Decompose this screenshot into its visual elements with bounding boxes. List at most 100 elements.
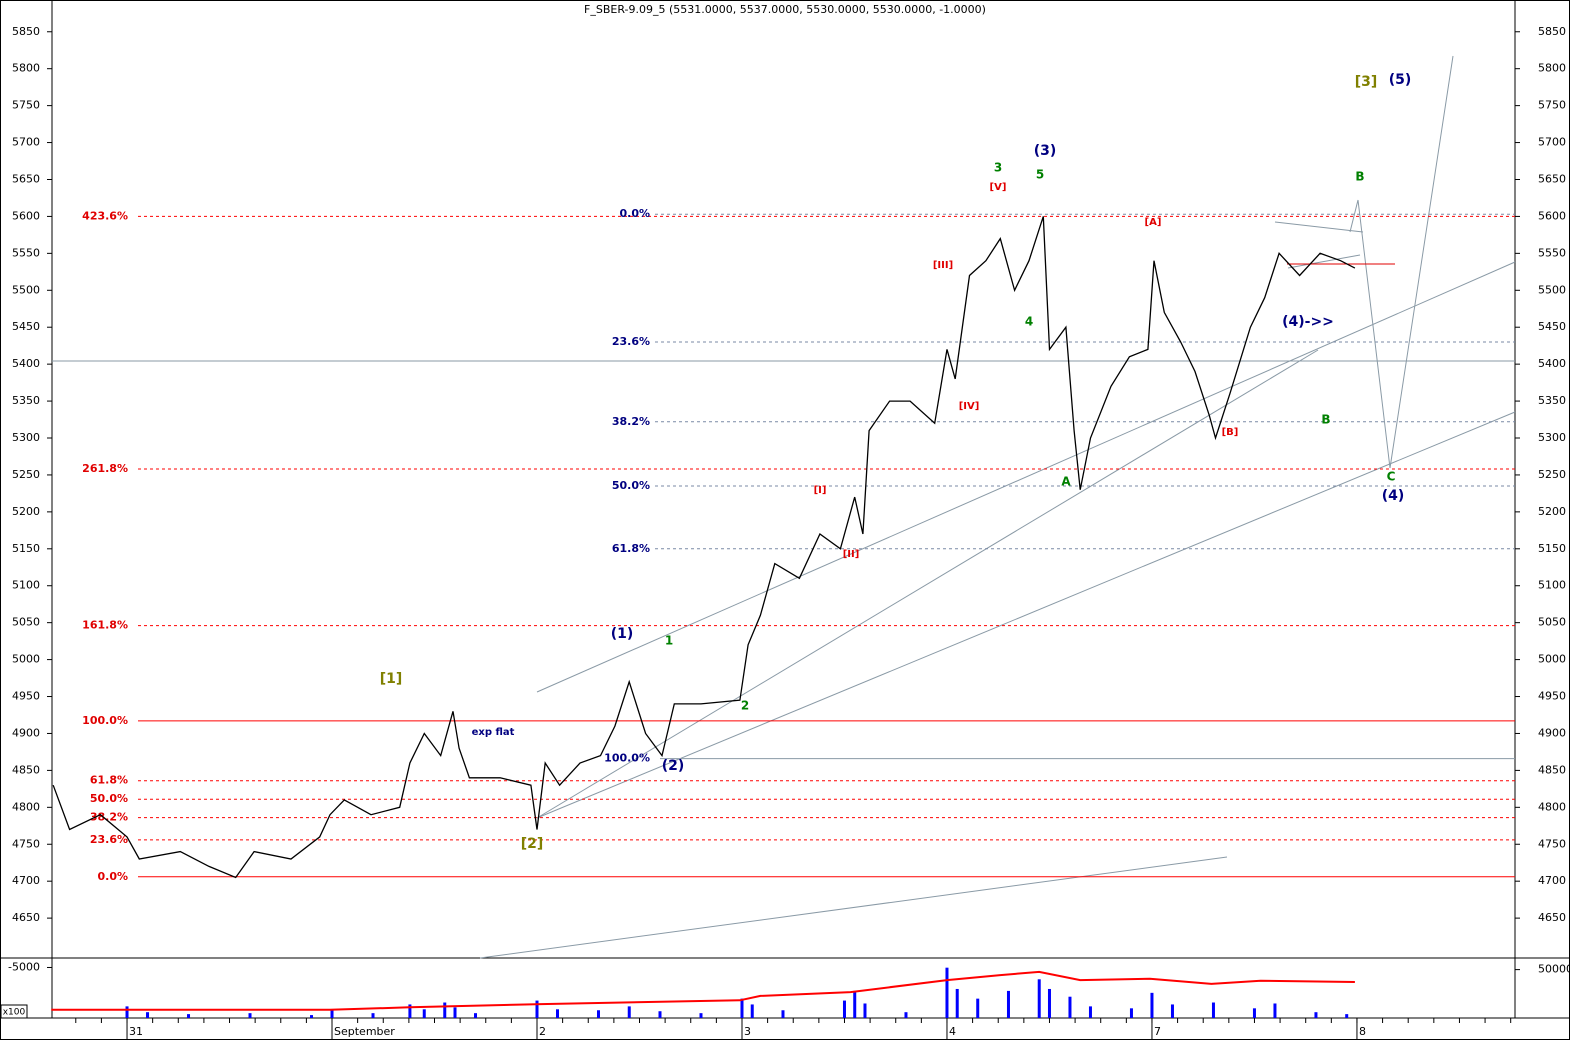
- volume-bar: [740, 998, 744, 1018]
- wave-label: 4: [1025, 315, 1033, 329]
- y-tick-label: 4900: [12, 726, 40, 739]
- y-tick-label: 5350: [1538, 394, 1566, 407]
- y-tick-label: 4850: [1538, 763, 1566, 776]
- y-tick-label: 5500: [1538, 283, 1566, 296]
- wave-label: 2: [741, 699, 749, 713]
- wave-label: [V]: [990, 182, 1007, 193]
- fib-label: 100.0%: [604, 752, 650, 765]
- y-tick-label: 5600: [12, 209, 40, 222]
- y-tick-label: 5000: [12, 653, 40, 666]
- trend-line: [1287, 254, 1361, 269]
- wave-label: C: [1387, 470, 1396, 484]
- y-tick-label: 5300: [12, 431, 40, 444]
- y-tick-label: 5700: [1538, 136, 1566, 149]
- y-tick-label: 4850: [12, 763, 40, 776]
- y-tick-label: 5200: [1538, 505, 1566, 518]
- price-line: [52, 216, 1356, 879]
- price-line: [51, 970, 1355, 1011]
- wave-label: [2]: [521, 836, 544, 852]
- volume-bar: [371, 1013, 375, 1018]
- fib-label: 61.8%: [90, 774, 128, 787]
- y-tick-label: 5400: [12, 357, 40, 370]
- volume-bar: [976, 998, 980, 1018]
- volume-bar: [1150, 992, 1154, 1018]
- wave-label: (1): [611, 626, 634, 642]
- volume-bar: [699, 1013, 703, 1018]
- projection-path: [1349, 55, 1454, 469]
- fib-label: 100.0%: [82, 714, 128, 727]
- y-tick-label: 5600: [1538, 209, 1566, 222]
- fib-label: 38.2%: [90, 811, 128, 824]
- wave-label: [III]: [933, 260, 953, 271]
- wave-label: 1: [665, 634, 673, 648]
- y-tick-label: 5750: [1538, 99, 1566, 112]
- trend-line: [536, 349, 1319, 819]
- volume-bar: [248, 1013, 252, 1018]
- fib-label: 50.0%: [90, 792, 128, 805]
- y-tick-label: 5100: [1538, 579, 1566, 592]
- volume-bar: [310, 1015, 314, 1018]
- wave-label: [II]: [843, 549, 860, 560]
- volume-bar: [556, 1009, 560, 1018]
- x-tick-label: September: [334, 1025, 395, 1038]
- y-tick-label: 4900: [1538, 726, 1566, 739]
- fib-label: 23.6%: [612, 335, 650, 348]
- volume-bar: [408, 1004, 412, 1018]
- y-tick-label: 4800: [1538, 800, 1566, 813]
- wave-label: (4)->>: [1282, 314, 1334, 330]
- fib-label: 38.2%: [612, 415, 650, 428]
- wave-label: A: [1061, 475, 1071, 489]
- volume-bar: [187, 1014, 191, 1018]
- x-tick-label: 2: [539, 1025, 546, 1038]
- trend-line: [536, 411, 1516, 819]
- volume-bar: [750, 1004, 754, 1018]
- x-tick-label: 3: [744, 1025, 751, 1038]
- volume-bar: [904, 1012, 908, 1018]
- wave-label: (4): [1382, 488, 1405, 504]
- trend-line: [536, 261, 1516, 693]
- volume-bar: [1345, 1014, 1349, 1018]
- volume-bar: [658, 1011, 662, 1018]
- volume-bar: [146, 1012, 150, 1018]
- volume-bar: [1006, 990, 1010, 1018]
- wave-label: (3): [1034, 143, 1057, 159]
- volume-unit: x100: [3, 1008, 26, 1018]
- volume-bar: [1047, 988, 1051, 1018]
- volume-bar: [1037, 979, 1041, 1018]
- volume-bar: [474, 1013, 478, 1018]
- volume-bar: [627, 1006, 631, 1018]
- y-tick-label: 5300: [1538, 431, 1566, 444]
- trend-line: [479, 856, 1228, 959]
- volume-unit-box: [0, 1004, 28, 1019]
- fib-label: 0.0%: [97, 870, 128, 883]
- volume-bar: [945, 967, 949, 1018]
- y-tick-label: 4800: [12, 800, 40, 813]
- y-tick-label: 5550: [1538, 246, 1566, 259]
- wave-label: exp flat: [472, 727, 515, 738]
- wave-label: [I]: [814, 485, 827, 496]
- volume-bar: [1252, 1008, 1256, 1018]
- y-tick-label: 4950: [1538, 690, 1566, 703]
- volume-bar: [1088, 1006, 1092, 1018]
- volume-bar: [1273, 1003, 1277, 1018]
- y-tick-label: -5000: [8, 960, 40, 973]
- y-tick-label: 5800: [1538, 62, 1566, 75]
- wave-label: [B]: [1222, 427, 1239, 438]
- y-tick-label: 4750: [1538, 837, 1566, 850]
- volume-bar: [596, 1010, 600, 1018]
- volume-bar: [1170, 1004, 1174, 1018]
- y-tick-label: 5850: [1538, 25, 1566, 38]
- volume-bar: [443, 1002, 447, 1018]
- volume-bar: [853, 990, 857, 1018]
- y-tick-label: 5350: [12, 394, 40, 407]
- y-tick-label: 5750: [12, 99, 40, 112]
- chart-title: F_SBER-9.09_5 (5531.0000, 5537.0000, 553…: [584, 3, 986, 16]
- volume-bar: [1211, 1002, 1215, 1018]
- volume-bar: [330, 1010, 334, 1018]
- fib-label: 161.8%: [82, 619, 128, 632]
- y-tick-label: 5500: [12, 283, 40, 296]
- y-tick-label: 5150: [12, 542, 40, 555]
